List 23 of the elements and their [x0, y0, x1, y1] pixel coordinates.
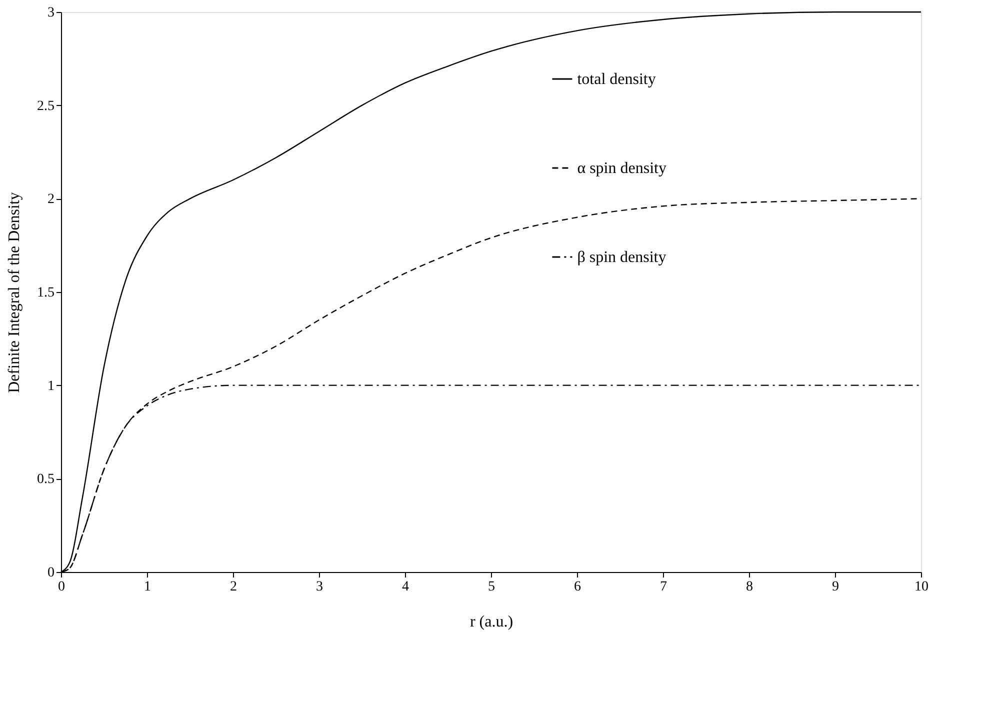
x-tick-label: 0 [58, 580, 65, 594]
y-axis-title: Definite Integral of the Density [6, 192, 23, 393]
x-tick-label: 7 [660, 580, 667, 594]
x-tick-label: 4 [402, 580, 409, 594]
x-tick-label: 6 [574, 580, 581, 594]
y-tick-label: 1.5 [37, 286, 54, 300]
y-tick-label: 3 [48, 6, 54, 20]
y-tick-label: 2.5 [37, 98, 54, 114]
x-tick-label: 8 [746, 580, 753, 594]
y-tick-label: 1 [48, 378, 54, 394]
y-tick-label: 0 [48, 566, 54, 580]
x-tick-label: 3 [316, 580, 323, 594]
x-tick-label: 1 [144, 580, 151, 594]
x-tick-label: 10 [914, 580, 928, 594]
x-tick-label: 5 [488, 580, 495, 594]
x-tick-label: 2 [230, 580, 237, 594]
y-tick-label: 2 [48, 192, 54, 208]
legend-label: α spin density [577, 160, 666, 177]
legend-label: β spin density [577, 249, 666, 266]
y-tick-label: 0.5 [37, 472, 54, 488]
legend-label: total density [577, 71, 656, 88]
x-axis-title: r (a.u.) [470, 614, 514, 630]
x-tick-label: 9 [832, 580, 839, 594]
